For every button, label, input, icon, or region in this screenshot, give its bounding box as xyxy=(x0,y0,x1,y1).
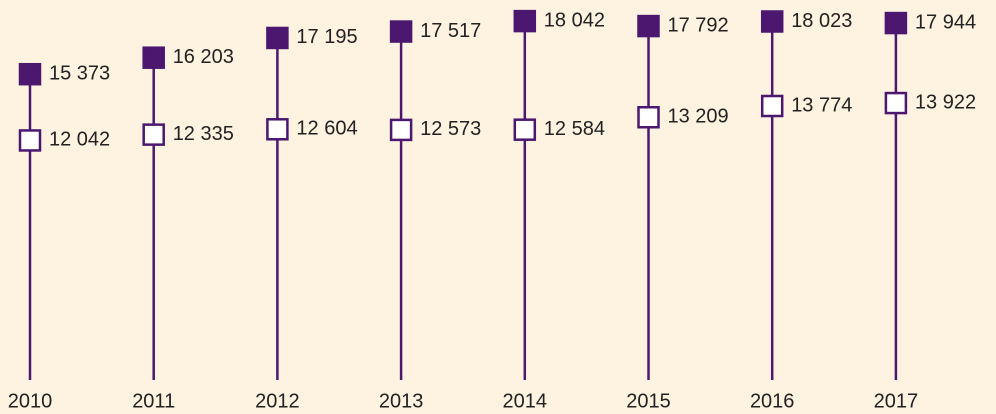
value-label: 13 922 xyxy=(915,91,976,113)
value-label: 15 373 xyxy=(49,62,110,84)
x-tick-label: 2010 xyxy=(8,390,53,412)
value-label: 17 517 xyxy=(420,20,481,42)
value-label: 12 042 xyxy=(49,129,110,151)
marker xyxy=(513,9,537,33)
x-tick-label: 2016 xyxy=(750,390,795,412)
marker xyxy=(637,14,660,38)
value-label: 13 209 xyxy=(668,106,729,128)
marker xyxy=(142,123,165,146)
value-label: 17 944 xyxy=(915,11,976,33)
marker xyxy=(637,105,660,129)
x-tick-label: 2014 xyxy=(503,390,548,412)
marker xyxy=(884,11,908,35)
marker xyxy=(760,94,784,118)
marker xyxy=(760,10,784,33)
value-label: 16 203 xyxy=(173,46,234,68)
marker xyxy=(266,118,289,141)
value-label: 18 023 xyxy=(791,10,852,32)
marker xyxy=(513,118,537,141)
value-label: 12 573 xyxy=(420,118,481,140)
marker xyxy=(18,62,42,86)
value-label: 12 604 xyxy=(296,118,357,140)
x-tick-label: 2017 xyxy=(874,390,919,412)
x-tick-label: 2011 xyxy=(132,390,175,412)
x-tick-label: 2015 xyxy=(626,390,671,412)
value-label: 13 774 xyxy=(791,94,852,116)
value-label: 17 195 xyxy=(296,26,357,48)
marker xyxy=(389,20,413,43)
x-tick-label: 2012 xyxy=(255,390,300,412)
value-label: 12 584 xyxy=(544,118,605,140)
marker xyxy=(18,129,42,152)
value-label: 18 042 xyxy=(544,9,605,31)
marker xyxy=(389,118,413,142)
value-label: 17 792 xyxy=(668,14,729,36)
marker xyxy=(142,46,165,69)
x-tick-label: 2013 xyxy=(379,390,424,412)
marker xyxy=(266,26,289,50)
marker xyxy=(884,91,908,115)
value-label: 12 335 xyxy=(173,123,234,145)
